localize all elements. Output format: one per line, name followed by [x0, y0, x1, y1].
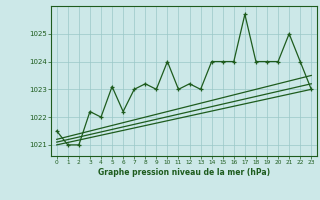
X-axis label: Graphe pression niveau de la mer (hPa): Graphe pression niveau de la mer (hPa)	[98, 168, 270, 177]
